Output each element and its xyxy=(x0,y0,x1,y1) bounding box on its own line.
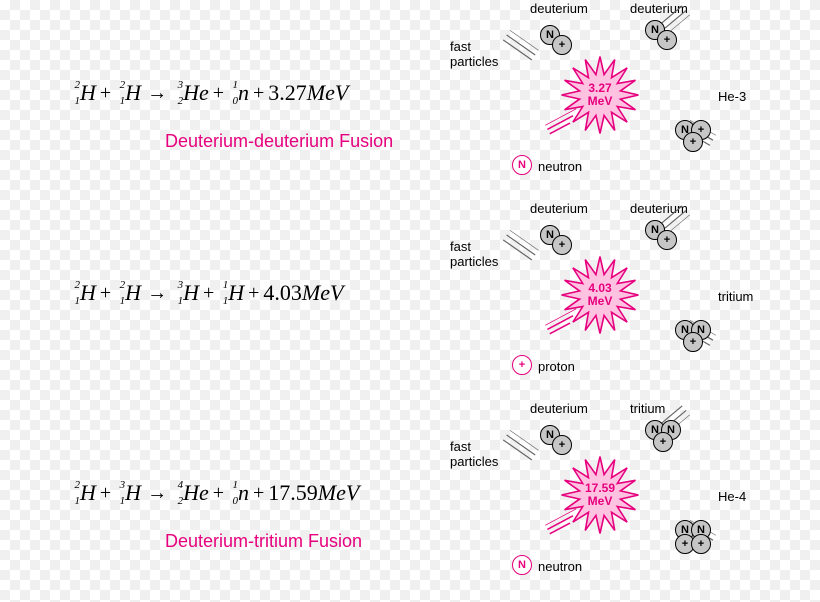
proton xyxy=(683,132,703,152)
reactant1-label: deuterium xyxy=(530,2,588,17)
proton xyxy=(683,332,703,352)
reaction-diagram: 17.59MeVdeuteriumtritiumfastparticlesHe-… xyxy=(450,400,810,590)
reactant1-label: deuterium xyxy=(530,202,588,217)
reaction-title: Deuterium-deuterium Fusion xyxy=(165,130,393,153)
reaction-panel: 21H+21H→31H+11H+4.03MeV4.03MeVdeuteriumd… xyxy=(0,200,820,400)
product-light-label: neutron xyxy=(538,160,582,175)
product-light-label: proton xyxy=(538,360,575,375)
energy-value: 17.59MeV xyxy=(585,482,615,508)
proton xyxy=(657,30,677,50)
reaction-panel: 21H+31H→42He+10n+17.59MeV Deuterium-triti… xyxy=(0,400,820,600)
proton xyxy=(691,534,711,554)
product-light-label: neutron xyxy=(538,560,582,575)
free-neutron xyxy=(512,155,532,175)
reactant1-label: deuterium xyxy=(530,402,588,417)
energy-value: 3.27MeV xyxy=(588,82,613,108)
proton xyxy=(653,432,673,452)
proton xyxy=(552,35,572,55)
energy-value: 4.03MeV xyxy=(588,282,613,308)
free-neutron xyxy=(512,555,532,575)
reaction-panel: 21H+21H→32He+10n+3.27MeV Deuterium-deuter… xyxy=(0,0,820,200)
product-heavy-label: He-4 xyxy=(718,490,746,505)
free-proton xyxy=(512,355,532,375)
proton xyxy=(552,235,572,255)
product-heavy-label: He-3 xyxy=(718,90,746,105)
proton xyxy=(552,435,572,455)
reaction-title: Deuterium-tritium Fusion xyxy=(165,530,362,553)
reaction-diagram: 4.03MeVdeuteriumdeuteriumfastparticlestr… xyxy=(450,200,810,390)
reaction-diagram: 3.27MeVdeuteriumdeuteriumfastparticlesHe… xyxy=(450,0,810,190)
reaction-equation: 21H+21H→31H+11H+4.03MeV xyxy=(70,280,343,306)
reaction-equation: 21H+21H→32He+10n+3.27MeV xyxy=(70,80,348,106)
product-heavy-label: tritium xyxy=(718,290,753,305)
reaction-equation: 21H+31H→42He+10n+17.59MeV xyxy=(70,480,359,506)
proton xyxy=(657,230,677,250)
